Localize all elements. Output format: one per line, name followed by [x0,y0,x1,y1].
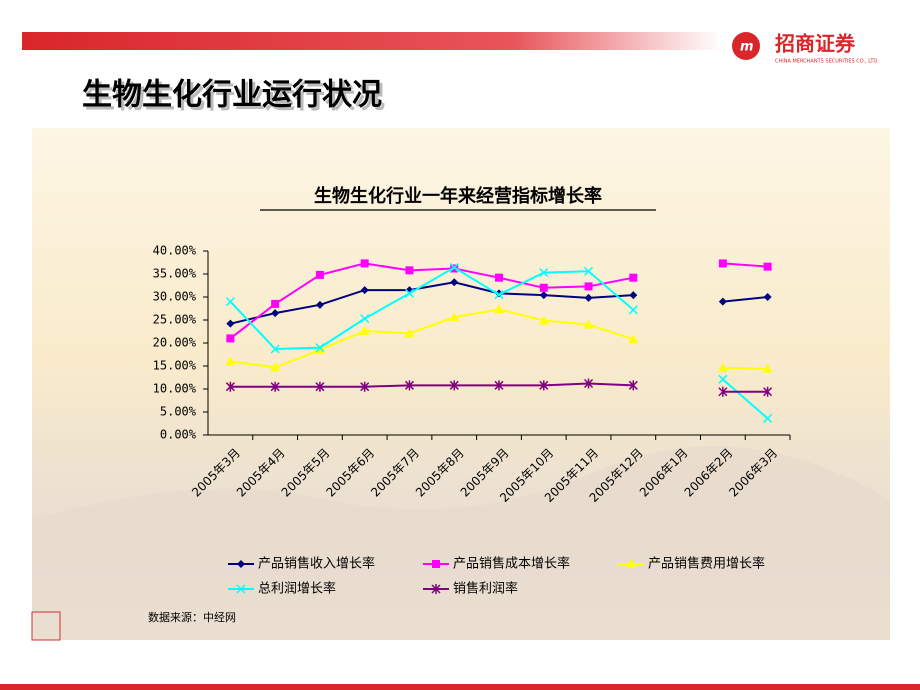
point [763,293,772,301]
point [628,334,639,344]
legend-label: 产品销售收入增长率 [258,556,375,572]
point [270,344,280,354]
point [360,286,369,295]
point [270,362,281,372]
point [315,300,324,309]
point [315,381,325,392]
point [583,319,594,329]
point [763,413,773,423]
point [225,297,235,307]
point [225,381,235,392]
point [629,291,638,300]
y-tick-label: 30.00% [153,290,197,304]
legend-marker [236,584,246,594]
y-tick-label: 25.00% [153,313,197,327]
point [360,381,370,392]
mountain [32,446,890,640]
point [404,328,415,338]
point [226,319,235,328]
point [405,266,414,275]
point [270,381,280,392]
point [539,291,548,300]
y-tick-label: 5.00% [160,405,197,419]
legend-marker [626,559,636,568]
point [449,380,459,391]
logo-mark: m [740,40,754,55]
point [628,380,638,391]
slide-title: 生物生化行业运行状况 [82,78,382,113]
point [225,356,236,366]
logo-icon [732,32,760,60]
y-tick-label: 10.00% [153,382,197,396]
point [629,273,638,282]
point [359,326,370,336]
point [539,283,548,292]
legend-marker [431,584,441,594]
point [762,363,773,373]
legend-label: 总利润增长率 [258,581,336,597]
point [628,305,638,315]
point [404,380,414,391]
point [584,282,593,291]
legend-label: 产品销售费用增长率 [648,556,765,572]
point [539,268,549,278]
y-tick-label: 40.00% [153,244,197,258]
point [449,312,460,322]
point [404,288,414,298]
point [450,278,459,287]
point [495,273,503,282]
series-line [229,266,769,420]
chart-title: 生物生化行业一年来经营指标增长率 [314,185,602,207]
point [494,380,504,391]
y-tick-label: 15.00% [153,359,197,373]
point [271,309,280,318]
point [271,299,280,308]
legend-marker [237,560,245,568]
legend-marker [432,560,440,568]
point [718,374,728,384]
point [449,263,459,273]
header-band [22,32,722,50]
point [718,386,728,397]
y-tick-label: 0.00% [160,428,197,442]
footer-band [0,684,920,690]
logo-en: CHINA MERCHANTS SECURITIES CO., LTD. [775,59,879,65]
stamp [31,611,61,641]
point [360,259,369,268]
logo-text: 招商证券 [775,32,856,56]
legend-label: 产品销售成本增长率 [453,556,570,572]
point [494,290,504,300]
point [315,270,324,279]
point [539,380,549,391]
point [226,334,235,343]
point [718,259,727,268]
y-tick-label: 35.00% [153,267,197,281]
point [494,304,504,314]
series-line [230,308,768,370]
point [584,266,594,276]
y-tick-label: 20.00% [153,336,197,350]
point [584,378,594,389]
point [360,314,370,324]
series-line [229,262,768,340]
series-line [230,281,768,325]
point [314,344,325,354]
point [538,315,549,325]
point [584,293,593,302]
slide-title-shadow: 生物生化行业运行状况 [85,81,385,116]
legend-label: 销售利润率 [453,581,518,597]
series-line [230,382,768,393]
point [763,386,773,397]
point [763,262,772,271]
point [495,289,503,298]
source: 数据来源：中经网 [148,610,236,624]
point [717,362,728,372]
point [315,343,325,353]
point [718,297,727,306]
